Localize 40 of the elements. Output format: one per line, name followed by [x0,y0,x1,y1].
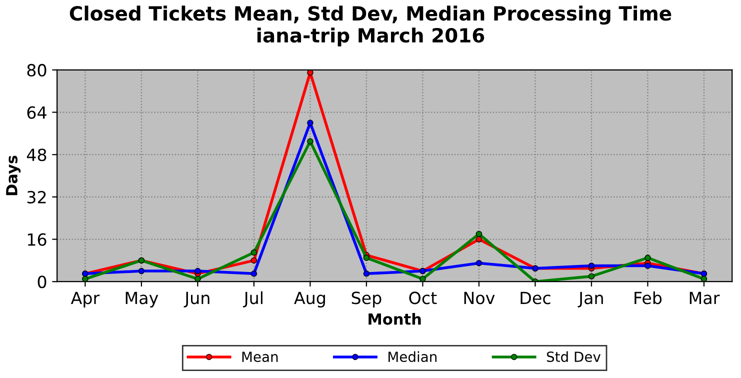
x-tick-label: Apr [70,292,100,308]
point [363,270,370,277]
x-tick-label: Dec [520,292,550,304]
point [250,257,258,264]
x-tick-label: Feb [634,291,662,304]
x-tick-label: Oct [409,292,437,304]
x-tick-label: Nov [464,292,495,304]
y-tick-label: 48 [26,148,46,162]
point [194,268,201,274]
x-tick-label: May [126,292,158,308]
point [476,230,482,238]
chart-title: Closed Tickets Mean, Std Dev, Median Processing Time iana-trip March 2016 [70,6,672,46]
x-tick-label: Jan [578,292,603,308]
x-tick-label: Jul [243,291,262,308]
x-tick-label: Mar [690,292,720,304]
point [588,273,595,280]
x-axis-title: Month [368,313,421,325]
point [700,276,708,282]
x-tick-label: Jun [184,292,210,308]
x-tick-label: Sep [352,292,382,308]
point [644,254,651,261]
legend-label: Std Dev [546,351,601,362]
y-tick-label: 16 [28,233,46,246]
y-tick-label: 80 [27,64,46,76]
point [476,260,482,266]
point [363,254,370,261]
y-axis-title: Days [6,156,21,196]
point [307,120,314,126]
y-tick-label: 64 [27,106,46,119]
point [250,249,258,256]
x-tick-label: Aug [294,292,325,308]
point [644,262,651,269]
legend-label: Median [388,351,436,362]
point [138,268,145,274]
legend-label: Mean [242,352,278,362]
y-tick-label: 32 [27,190,46,204]
point [307,138,314,144]
y-tick-label: 0 [38,276,46,288]
point [250,270,258,277]
point [588,262,595,269]
